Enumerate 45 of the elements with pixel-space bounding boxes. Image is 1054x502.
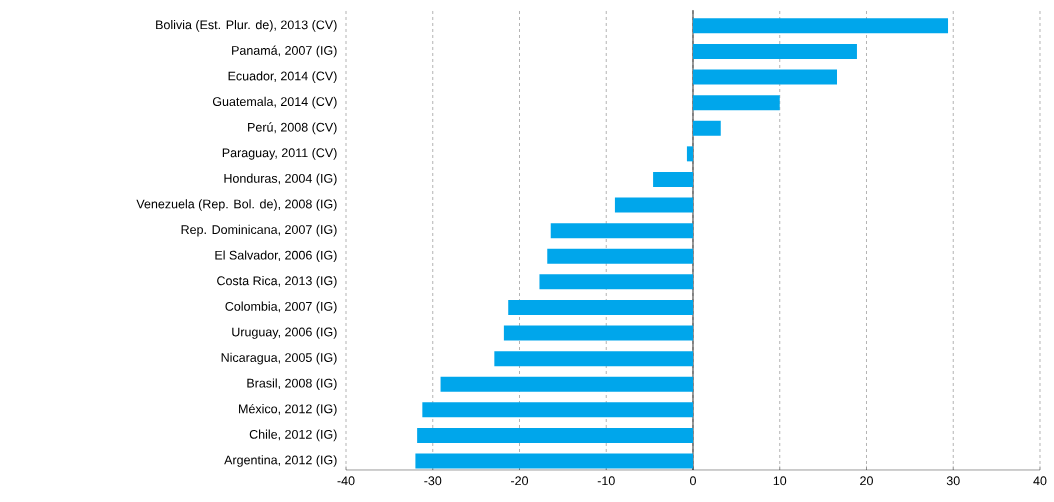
bar (693, 18, 949, 34)
y-tick-label: Perú, 2008 (CV) (248, 122, 337, 135)
x-tick-label: -40 (337, 476, 355, 486)
bar (686, 146, 693, 162)
x-tick-label: 0 (690, 476, 696, 486)
bar (550, 223, 693, 239)
bar (693, 43, 857, 59)
x-tick-label: -20 (511, 476, 529, 486)
y-tick-label: Rep. Dominicana, 2007 (IG) (181, 224, 337, 237)
y-tick-label: Uruguay, 2006 (IG) (232, 327, 337, 339)
y-tick-label: Paraguay, 2011 (CV) (222, 148, 337, 160)
x-tick-label: -30 (424, 476, 442, 486)
bar (503, 325, 693, 341)
x-tick-label: 30 (946, 476, 960, 486)
bar (422, 402, 693, 418)
y-tick-label: Costa Rica, 2013 (IG) (217, 276, 337, 288)
bar (614, 197, 693, 213)
y-tick-label: El Salvador, 2006 (IG) (215, 250, 337, 263)
x-tick-label: 10 (773, 476, 787, 486)
y-tick-label: Honduras, 2004 (IG) (224, 173, 337, 186)
bar (693, 95, 780, 111)
bar (415, 453, 693, 469)
x-tick-label: -10 (597, 476, 615, 486)
y-tick-label: Venezuela (Rep. Bol. de), 2008 (IG) (136, 199, 337, 211)
y-tick-label: Brasil, 2008 (IG) (247, 378, 337, 391)
y-tick-label: Colombia, 2007 (IG) (225, 301, 337, 314)
x-tick-label: 40 (1033, 476, 1047, 486)
bar (508, 299, 693, 315)
bar (539, 274, 693, 290)
bar (653, 171, 693, 187)
bar (494, 351, 693, 367)
y-tick-label: Bolivia (Est. Plur. de), 2013 (CV) (156, 20, 337, 32)
bar (693, 69, 837, 85)
y-tick-label: Ecuador, 2014 (CV) (228, 71, 337, 83)
bar (547, 248, 693, 264)
bar (417, 427, 693, 443)
bar (440, 376, 693, 392)
x-tick-label: 20 (860, 476, 873, 486)
y-tick-label: Guatemala, 2014 (CV) (212, 96, 337, 109)
y-tick-label: Argentina, 2012 (IG) (224, 455, 337, 467)
y-tick-label: Panamá, 2007 (IG) (232, 45, 337, 58)
y-tick-label: Nicaragua, 2005 (IG) (221, 352, 337, 365)
bar (693, 120, 721, 136)
y-tick-label: México, 2012 (IG) (239, 403, 337, 416)
y-tick-label: Chile, 2012 (IG) (249, 429, 337, 442)
